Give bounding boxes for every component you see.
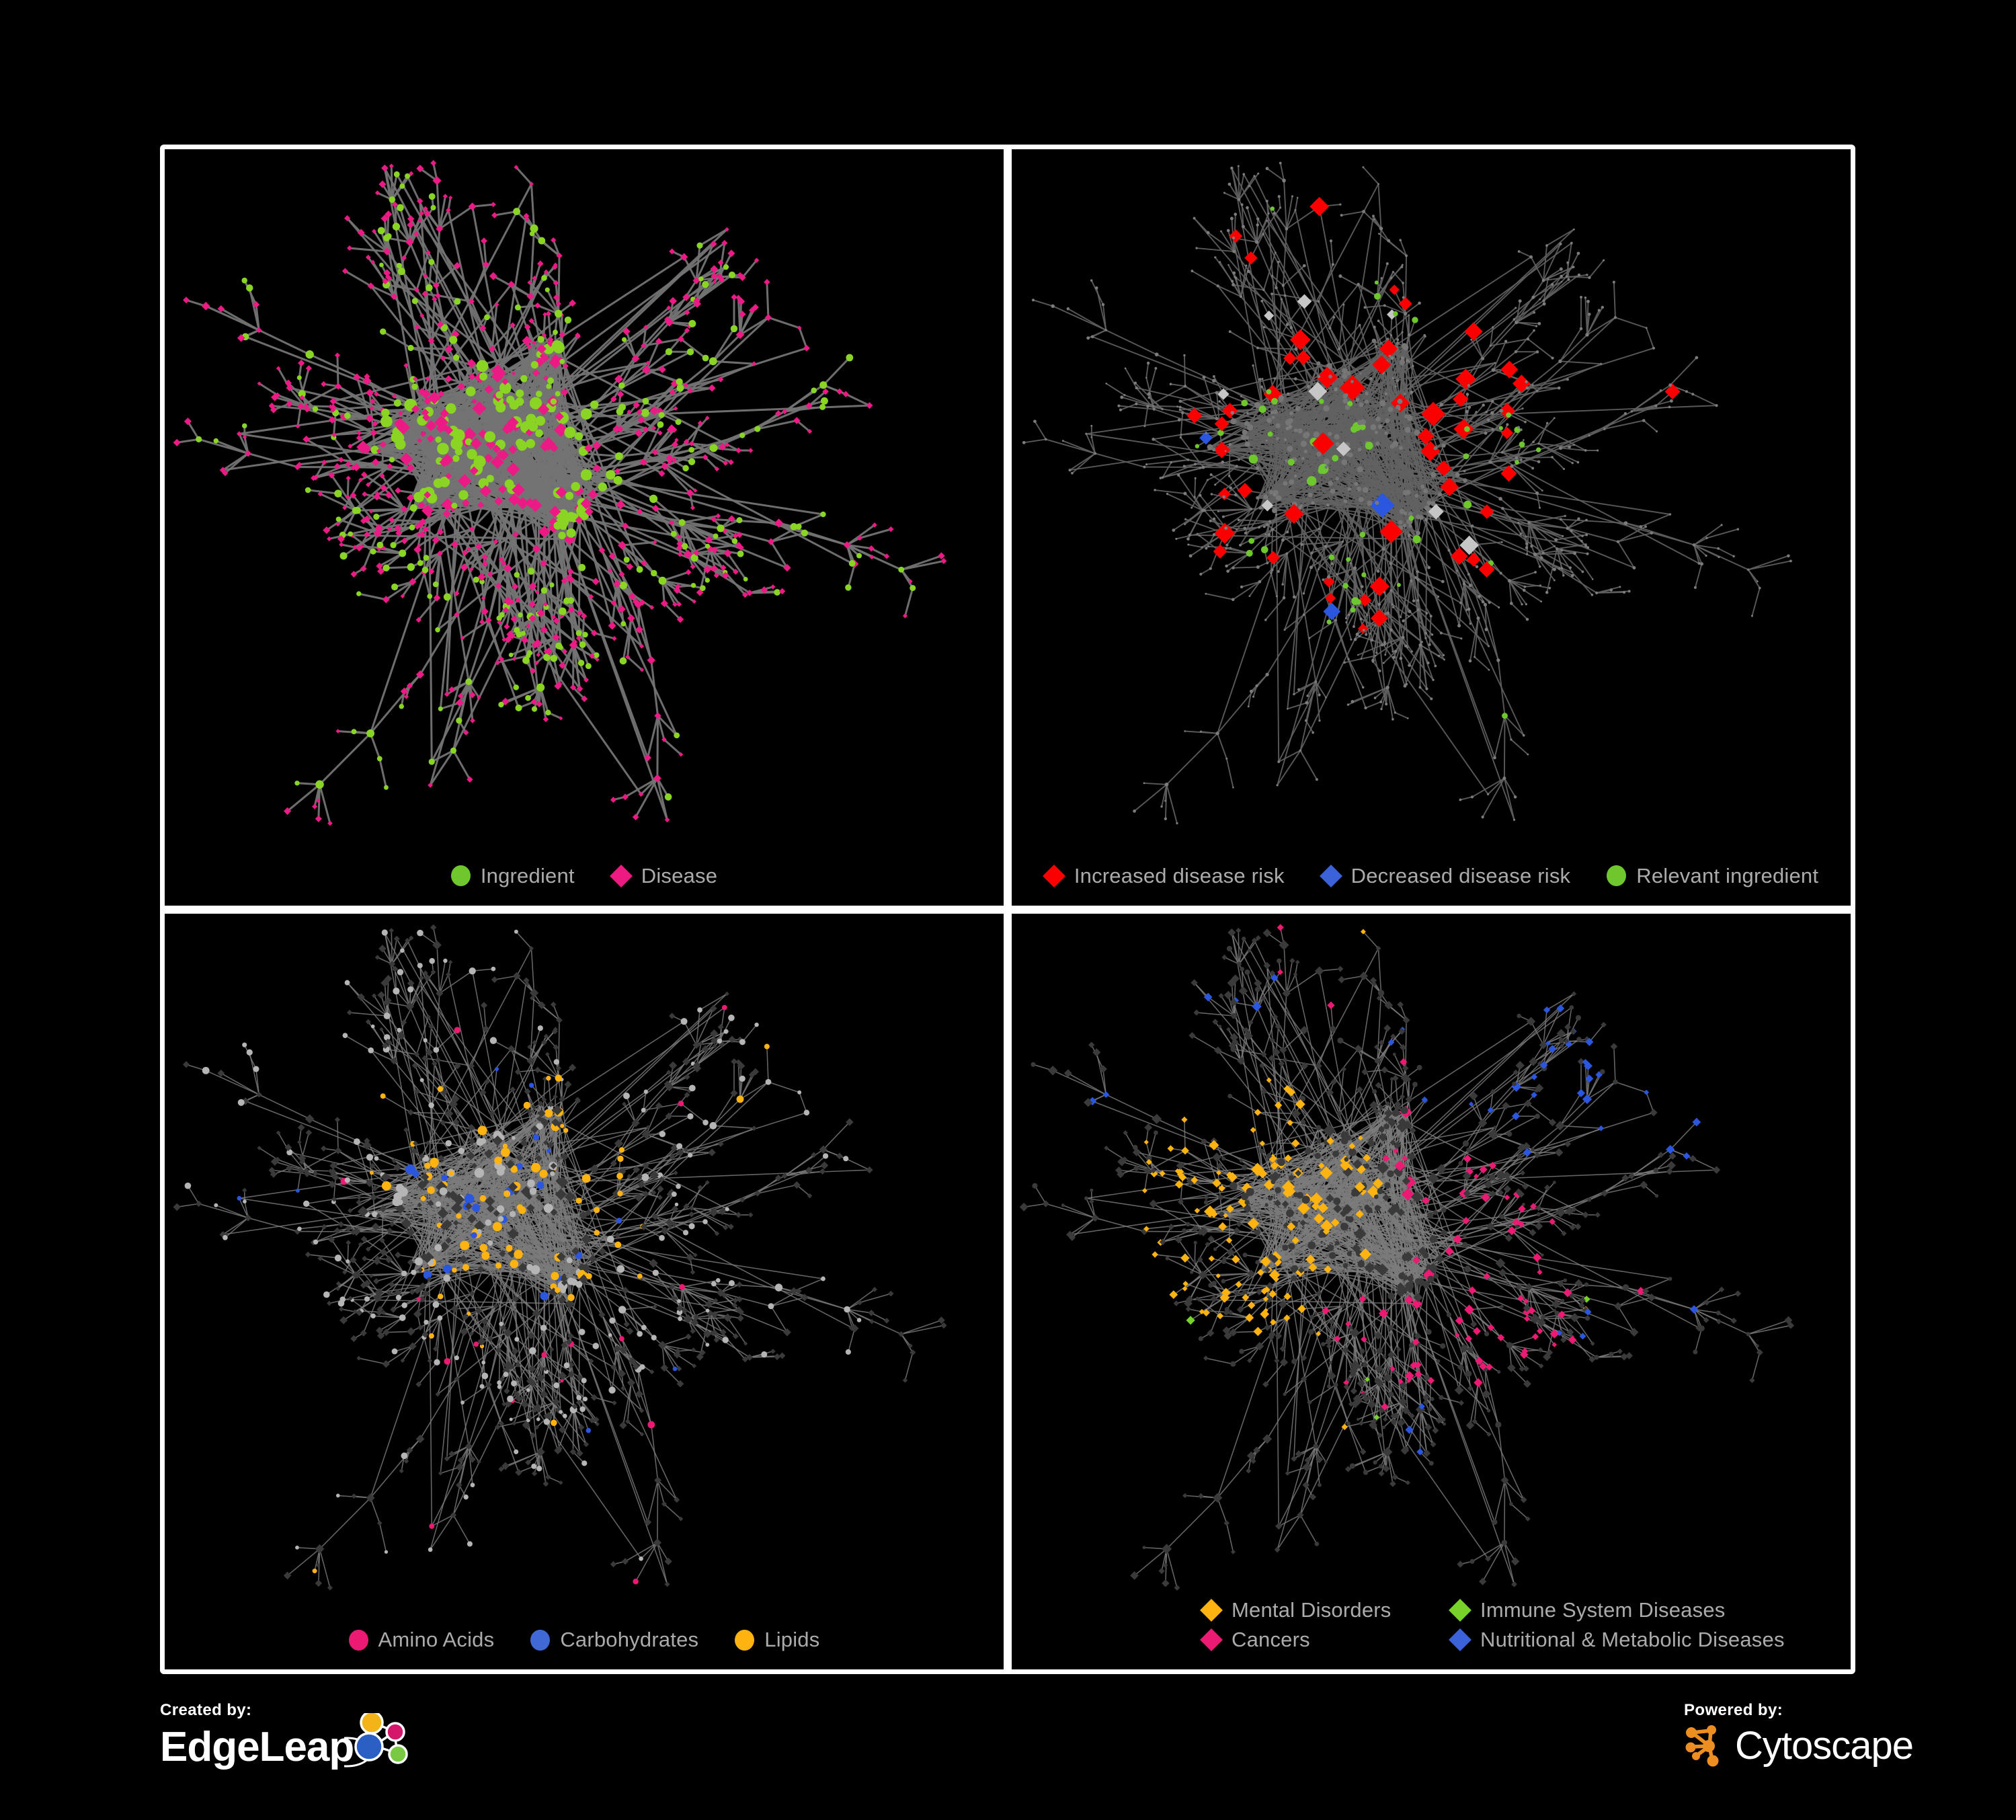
cytoscape-logo: Cytoscape <box>1684 1724 1914 1768</box>
powered-by-label: Powered by: <box>1684 1701 1783 1719</box>
network-graph-ingredient-class[interactable] <box>165 914 1004 1670</box>
figure-frame: Ingredient Disease Increased disease ris… <box>160 145 1855 1674</box>
created-by-edgeleap: Created by: EdgeLeap <box>160 1701 418 1771</box>
created-by-label: Created by: <box>160 1701 252 1719</box>
network-graph-ingredient-disease[interactable] <box>165 149 1004 906</box>
panel-disease-risk-network[interactable]: Increased disease risk Decreased disease… <box>1012 149 1851 906</box>
edgeleap-network-icon <box>344 1713 409 1768</box>
cytoscape-network-icon <box>1685 1725 1719 1767</box>
powered-by-cytoscape: Powered by: <box>1684 1701 1914 1768</box>
edgeleap-logo: EdgeLeap <box>160 1713 418 1771</box>
edgeleap-wordmark: EdgeLeap <box>160 1724 354 1770</box>
cytoscape-wordmark: Cytoscape <box>1735 1724 1914 1768</box>
network-graph-disease-class[interactable] <box>1012 914 1851 1670</box>
panel-ingredient-disease-network[interactable]: Ingredient Disease <box>165 149 1004 906</box>
panel-ingredient-class-network[interactable]: Amino Acids Carbohydrates Lipids <box>165 913 1004 1670</box>
panel-disease-class-network[interactable]: Mental Disorders Immune System Diseases … <box>1012 913 1851 1670</box>
network-graph-disease-risk[interactable] <box>1012 149 1851 906</box>
